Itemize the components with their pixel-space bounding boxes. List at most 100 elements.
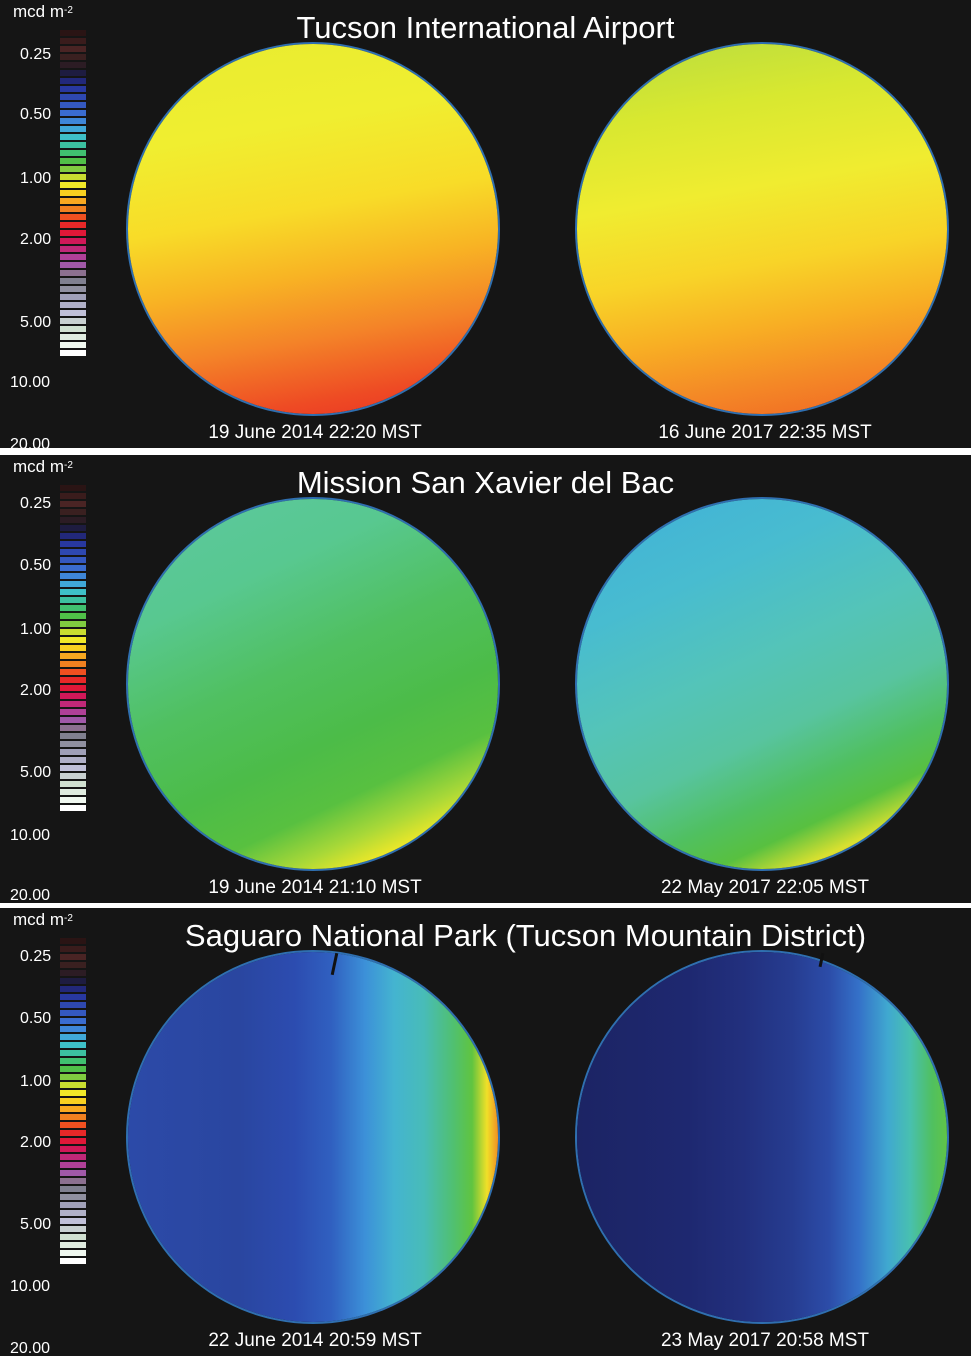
scale-swatch [60, 765, 86, 771]
scale-swatch [60, 629, 86, 635]
scale-swatch [60, 533, 86, 539]
scale-swatch [60, 962, 86, 968]
color-scale-bar [60, 30, 86, 358]
scale-swatch [60, 805, 86, 811]
scale-tick: 2.00 [20, 231, 52, 248]
scale-tick: 0.25 [20, 46, 52, 63]
scale-tick: 0.50 [20, 1010, 52, 1027]
scale-swatch [60, 565, 86, 571]
scale-swatch [60, 182, 86, 188]
scale-swatch [60, 1034, 86, 1040]
panel-saguaro: mcd m-2 0.25 0.50 1.00 2.00 5.00 10.00 2… [0, 908, 971, 1356]
scale-tick: 5.00 [20, 1216, 52, 1233]
scale-swatch [60, 174, 86, 180]
scale-swatch [60, 1138, 86, 1144]
scale-swatch [60, 1114, 86, 1120]
allsky-image-2017 [577, 499, 947, 869]
scale-swatch [60, 1018, 86, 1024]
scale-swatch [60, 198, 86, 204]
scale-swatch [60, 1146, 86, 1152]
scale-swatch [60, 621, 86, 627]
scale-swatch [60, 118, 86, 124]
scale-swatch [60, 158, 86, 164]
scale-swatch [60, 661, 86, 667]
scale-swatch [60, 1258, 86, 1264]
scale-swatch [60, 509, 86, 515]
scale-unit: mcd m-2 [13, 457, 73, 476]
scale-swatch [60, 46, 86, 52]
scale-swatch [60, 1154, 86, 1160]
scale-swatch [60, 1010, 86, 1016]
scale-swatch [60, 206, 86, 212]
scale-swatch [60, 978, 86, 984]
scale-swatch [60, 70, 86, 76]
scale-swatch [60, 1026, 86, 1032]
scale-swatch [60, 1234, 86, 1240]
scale-swatch [60, 1202, 86, 1208]
scale-tick: 1.00 [20, 621, 52, 638]
scale-swatch [60, 126, 86, 132]
scale-swatch [60, 1082, 86, 1088]
scale-tick: 1.00 [20, 170, 52, 187]
scale-swatch [60, 701, 86, 707]
scale-swatch [60, 1194, 86, 1200]
scale-swatch [60, 142, 86, 148]
scale-swatch [60, 342, 86, 348]
allsky-image-2014 [128, 952, 498, 1322]
scale-swatch [60, 38, 86, 44]
scale-swatch [60, 294, 86, 300]
scale-swatch [60, 1178, 86, 1184]
scale-swatch [60, 781, 86, 787]
scale-tick: 5.00 [20, 314, 52, 331]
scale-swatch [60, 757, 86, 763]
scale-swatch [60, 653, 86, 659]
scale-swatch [60, 573, 86, 579]
scale-swatch [60, 166, 86, 172]
scale-swatch [60, 1090, 86, 1096]
image-timestamp: 23 May 2017 20:58 MST [660, 1330, 870, 1351]
scale-swatch [60, 541, 86, 547]
scale-swatch [60, 102, 86, 108]
scale-swatch [60, 581, 86, 587]
scale-swatch [60, 557, 86, 563]
scale-swatch [60, 150, 86, 156]
scale-swatch [60, 1050, 86, 1056]
scale-swatch [60, 741, 86, 747]
scale-swatch [60, 1242, 86, 1248]
scale-swatch [60, 733, 86, 739]
scale-swatch [60, 1098, 86, 1104]
scale-swatch [60, 62, 86, 68]
scale-swatch [60, 685, 86, 691]
scale-swatch [60, 1122, 86, 1128]
scale-swatch [60, 946, 86, 952]
scale-swatch [60, 318, 86, 324]
allsky-image-2014 [128, 44, 498, 414]
scale-swatch [60, 485, 86, 491]
allsky-image-2014 [128, 499, 498, 869]
scale-swatch [60, 637, 86, 643]
scale-tick: 20.00 [10, 436, 51, 448]
scale-swatch [60, 1058, 86, 1064]
scale-swatch [60, 334, 86, 340]
scale-swatch [60, 1226, 86, 1232]
scale-tick: 20.00 [10, 1340, 51, 1356]
scale-tick: 20.00 [10, 887, 51, 903]
scale-swatch [60, 1002, 86, 1008]
scale-swatch [60, 214, 86, 220]
scale-swatch [60, 94, 86, 100]
scale-swatch [60, 970, 86, 976]
scale-swatch [60, 597, 86, 603]
scale-swatch [60, 605, 86, 611]
scale-swatch [60, 773, 86, 779]
image-timestamp: 19 June 2014 22:20 MST [208, 422, 422, 443]
scale-swatch [60, 254, 86, 260]
scale-swatch [60, 350, 86, 356]
scale-swatch [60, 501, 86, 507]
scale-tick: 1.00 [20, 1073, 52, 1090]
scale-swatch [60, 717, 86, 723]
scale-tick: 0.25 [20, 948, 52, 965]
scale-unit: mcd m-2 [13, 2, 73, 21]
scale-swatch [60, 286, 86, 292]
scale-swatch [60, 134, 86, 140]
scale-swatch [60, 326, 86, 332]
